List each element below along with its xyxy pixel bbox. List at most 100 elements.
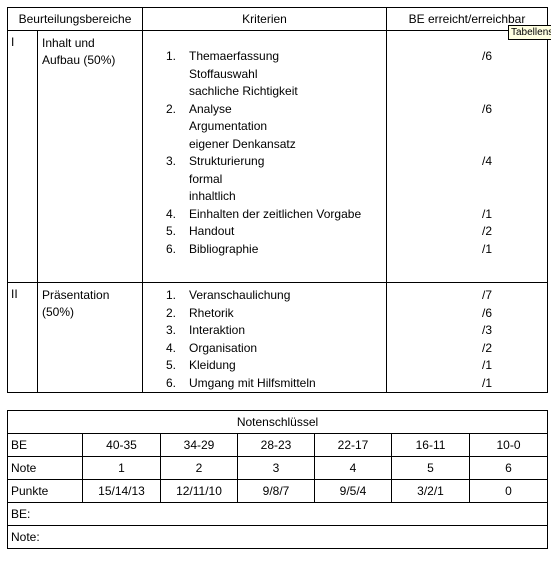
key-cell: 34-29 (160, 433, 238, 457)
criterion-item: 4. Organisation (143, 340, 386, 358)
section-row-inhalt: I Inhalt und Aufbau (50%) 1. Themaerfassu… (7, 30, 548, 283)
header-kriterien: Kriterien (142, 7, 387, 31)
criterion-text: sachliche Richtigkeit (189, 84, 298, 98)
criterion-item: 3. Strukturierung formal inhaltlich (143, 153, 386, 206)
criterion-item: 6. Bibliographie (143, 241, 386, 259)
header-beurteilungsbereiche: Beurteilungsbereiche (7, 7, 143, 31)
key-cell: 16-11 (391, 433, 470, 457)
key-row-note: Note 1 2 3 4 5 6 (7, 456, 549, 480)
key-cell: 1 (82, 456, 161, 480)
criterion-text: Veranschaulichung (189, 288, 291, 302)
points-value: /6 (481, 101, 492, 116)
criteria-cell: 1. Veranschaulichung 2. Rhetorik 3. Interak… (142, 282, 387, 393)
key-row-label: BE (7, 433, 83, 457)
note-result-field[interactable]: Note: (6, 525, 549, 549)
criterion-item: 2. Rhetorik (143, 305, 386, 323)
key-cell: 12/11/10 (160, 479, 238, 503)
criterion-item: 2. Analyse Argumentation eigener Denkansatz (143, 101, 386, 154)
points-value: /4 (481, 154, 492, 168)
section-row-praesentation: II Präsentation (50%) 1. Veranschaulichun… (7, 282, 548, 393)
key-cell: 2 (160, 456, 238, 480)
criterion-number: 3. (166, 154, 177, 168)
criterion-item: 5. Handout (143, 223, 386, 241)
criterion-number: 2. (166, 305, 177, 320)
criterion-text: Argumentation (189, 119, 268, 133)
section-name-line: Präsentation (42, 288, 110, 302)
points-value: /7 (481, 288, 492, 302)
points-value: /3 (481, 323, 492, 337)
section-name-line: Aufbau (50%) (42, 53, 116, 67)
criterion-text: Stoffauswahl (189, 66, 258, 81)
section-roman: I (7, 30, 38, 283)
key-cell: 0 (468, 479, 549, 503)
points-value: /1 (481, 241, 492, 256)
points-value: /2 (481, 340, 492, 355)
section-name-line: (50%) (42, 305, 75, 319)
points-value: /1 (481, 375, 492, 390)
key-cell: 3/2/1 (391, 479, 470, 503)
criterion-text: Strukturierung (189, 154, 265, 168)
criterion-text: Kleidung (189, 358, 236, 372)
section-name: Inhalt und Aufbau (50%) (37, 30, 143, 283)
criterion-number: 5. (166, 224, 177, 238)
key-cell: 28-23 (237, 433, 315, 457)
points-value: /2 (481, 224, 492, 238)
criterion-number: 4. (166, 340, 177, 355)
criterion-text: inhaltlich (189, 189, 236, 203)
key-cell: 6 (468, 456, 549, 480)
key-cell: 9/5/4 (314, 479, 392, 503)
criterion-text: Organisation (189, 340, 258, 355)
criterion-item: 1. Themaerfassung Stoffauswahl sachliche Ri… (143, 48, 386, 101)
tooltip: Tabellens (508, 25, 551, 40)
key-cell: 4 (314, 456, 392, 480)
key-cell: 3 (237, 456, 315, 480)
points-value: /6 (481, 49, 492, 63)
note-result-row: Note: (6, 525, 549, 549)
points-cell: /6 /6 /4 /1 /2 /1 (386, 30, 548, 283)
criterion-item: 6. Umgang mit Hilfsmitteln (143, 375, 386, 393)
points-value: /1 (481, 206, 492, 221)
section-name: Präsentation (50%) (37, 282, 143, 393)
criterion-text: Themaerfassung (189, 49, 280, 63)
criterion-item: 5. Kleidung (143, 357, 386, 375)
criterion-number: 1. (166, 288, 177, 302)
key-title: Notenschlüssel (6, 410, 549, 434)
points-cell: /7 /6 /3 /2 /1 /1 (386, 282, 548, 393)
criteria-cell: 1. Themaerfassung Stoffauswahl sachliche Ri… (142, 30, 387, 283)
key-row-label: Punkte (7, 479, 83, 503)
criterion-number: 4. (166, 206, 177, 221)
criteria-list: 1. Themaerfassung Stoffauswahl sachliche Ri… (143, 48, 386, 258)
be-result-field[interactable]: BE: (6, 502, 549, 526)
criterion-text: eigener Denkansatz (189, 136, 296, 151)
points-value: /6 (481, 305, 492, 320)
criterion-text: Umgang mit Hilfsmitteln (189, 375, 316, 390)
be-result-row: BE: (6, 502, 549, 526)
section-name-line: Inhalt und (42, 36, 95, 50)
criteria-list: 1. Veranschaulichung 2. Rhetorik 3. Interak… (143, 287, 386, 392)
key-row-be: BE 40-35 34-29 28-23 22-17 16-11 10-0 (7, 433, 549, 457)
key-cell: 10-0 (468, 433, 549, 457)
key-row-label: Note (7, 456, 83, 480)
criterion-number: 2. (166, 101, 177, 116)
key-title-row: Notenschlüssel (6, 410, 549, 434)
key-cell: 15/14/13 (82, 479, 161, 503)
criterion-number: 5. (166, 358, 177, 372)
key-cell: 22-17 (314, 433, 392, 457)
key-cell: 9/8/7 (237, 479, 315, 503)
criterion-text: Einhalten der zeitlichen Vorgabe (189, 206, 362, 221)
criterion-item: 3. Interaktion (143, 322, 386, 340)
points-value: /1 (481, 358, 492, 372)
criterion-text: Handout (189, 224, 235, 238)
criterion-number: 3. (166, 323, 177, 337)
criterion-number: 1. (166, 49, 177, 63)
criterion-text: Rhetorik (189, 305, 234, 320)
criterion-number: 6. (166, 375, 177, 390)
grading-key-table: Notenschlüssel BE 40-35 34-29 28-23 22-1… (6, 410, 549, 549)
table-header-row: Beurteilungsbereiche Kriterien BE erreic… (7, 7, 548, 31)
criterion-item: 1. Veranschaulichung (143, 287, 386, 305)
criterion-text: Interaktion (189, 323, 246, 337)
criterion-number: 6. (166, 241, 177, 256)
criterion-item: 4. Einhalten der zeitlichen Vorgabe (143, 206, 386, 224)
criterion-text: Bibliographie (189, 241, 259, 256)
key-row-punkte: Punkte 15/14/13 12/11/10 9/8/7 9/5/4 3/2… (7, 479, 549, 503)
